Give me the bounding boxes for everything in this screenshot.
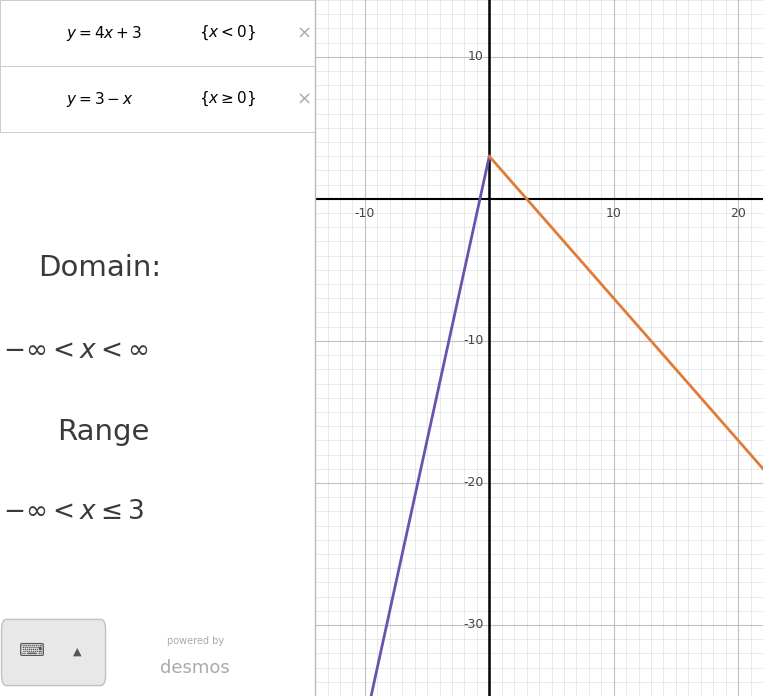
Text: -10: -10 <box>464 334 484 347</box>
Text: 10: 10 <box>468 50 484 63</box>
Text: $y = 4x + 3$: $y = 4x + 3$ <box>66 24 142 42</box>
Text: $\{x < 0\}$: $\{x < 0\}$ <box>198 24 256 42</box>
Text: $-\infty < x < \infty$: $-\infty < x < \infty$ <box>3 338 149 365</box>
Text: desmos: desmos <box>160 658 230 677</box>
Text: $\{x \geq 0\}$: $\{x \geq 0\}$ <box>198 90 256 109</box>
Bar <box>0 0 315 66</box>
Text: Domain:: Domain: <box>38 254 161 282</box>
Text: Range: Range <box>56 418 149 445</box>
Text: ×: × <box>297 24 311 42</box>
Text: -30: -30 <box>464 619 484 631</box>
Text: $y = 3 - x$: $y = 3 - x$ <box>66 90 134 109</box>
Text: 20: 20 <box>730 207 746 220</box>
Text: -20: -20 <box>464 477 484 489</box>
Text: powered by: powered by <box>167 636 224 646</box>
FancyBboxPatch shape <box>2 619 105 686</box>
Bar <box>0 66 315 132</box>
Text: 10: 10 <box>606 207 622 220</box>
Text: $-\infty < x \leq 3$: $-\infty < x \leq 3$ <box>3 498 144 525</box>
Text: ▲: ▲ <box>73 647 82 656</box>
Text: ⌨: ⌨ <box>18 642 44 661</box>
Text: -10: -10 <box>355 207 375 220</box>
Text: ×: × <box>297 90 311 108</box>
